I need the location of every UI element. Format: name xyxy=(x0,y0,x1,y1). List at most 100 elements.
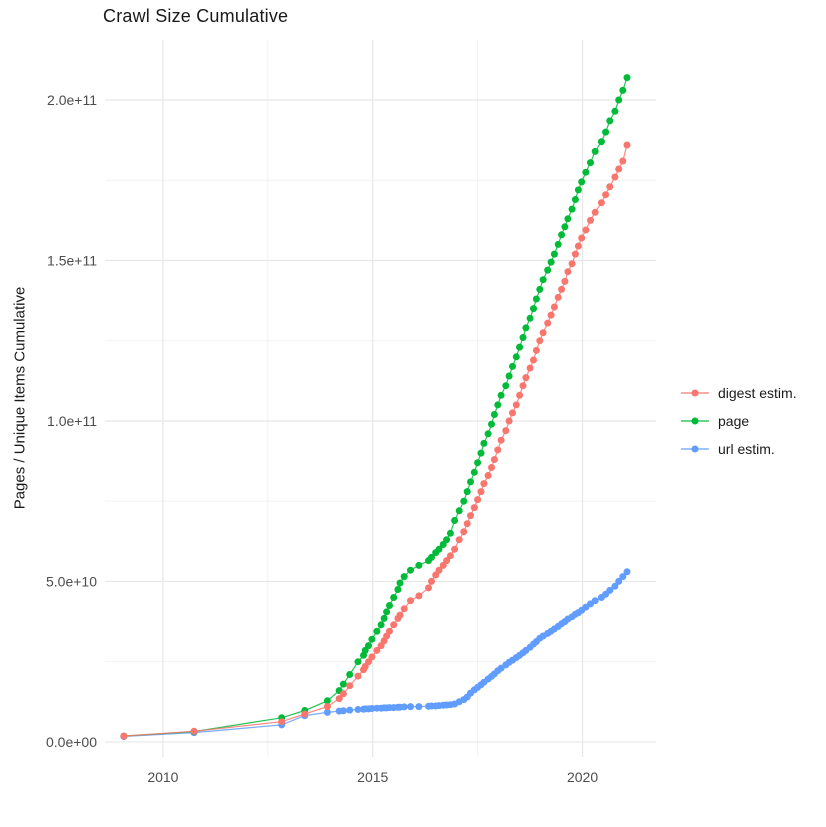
data-point xyxy=(597,138,605,146)
legend-label-digest: digest estim. xyxy=(718,385,797,401)
data-point xyxy=(386,627,393,635)
data-point xyxy=(323,708,331,716)
data-point xyxy=(519,382,527,390)
data-point xyxy=(505,417,513,425)
data-point xyxy=(606,586,614,594)
data-point xyxy=(539,329,547,337)
data-point xyxy=(619,86,627,94)
data-point xyxy=(591,147,599,155)
data-point xyxy=(554,240,562,248)
data-point xyxy=(497,436,505,444)
data-point xyxy=(394,586,402,593)
data-point xyxy=(561,277,569,285)
data-point xyxy=(561,223,569,231)
data-point xyxy=(396,611,404,619)
data-point xyxy=(335,695,343,703)
legend-label-url: url estim. xyxy=(718,441,775,457)
gridlines-minor xyxy=(105,40,656,757)
data-point xyxy=(368,705,376,712)
data-point xyxy=(602,128,610,136)
legend-key-url-icon xyxy=(680,442,710,456)
data-point xyxy=(488,420,495,428)
data-point xyxy=(373,646,381,654)
data-point xyxy=(602,191,610,199)
data-point xyxy=(386,602,393,609)
data-point xyxy=(611,582,619,590)
data-point xyxy=(619,573,627,581)
y-tick-label: 1.0e+11 xyxy=(47,413,97,429)
data-point xyxy=(425,584,432,592)
data-point xyxy=(383,608,391,616)
data-point xyxy=(490,411,498,418)
data-point xyxy=(339,690,347,698)
data-point xyxy=(484,430,492,438)
data-point xyxy=(301,710,309,718)
data-point xyxy=(558,285,566,293)
data-point xyxy=(574,242,582,250)
data-point xyxy=(400,703,408,711)
data-point xyxy=(428,577,435,585)
data-point xyxy=(446,529,454,537)
series-digest-estim- xyxy=(120,141,631,740)
data-point xyxy=(380,614,388,622)
data-point xyxy=(615,165,623,173)
data-point xyxy=(502,427,510,435)
legend-label-page: page xyxy=(718,413,750,429)
y-tick-label: 0.0e+00 xyxy=(46,734,97,750)
data-point xyxy=(339,707,347,715)
data-point xyxy=(373,627,381,635)
data-point xyxy=(536,285,544,293)
data-point xyxy=(446,552,454,560)
data-point xyxy=(460,528,468,536)
data-point xyxy=(619,157,627,165)
data-point xyxy=(477,488,485,496)
data-point xyxy=(568,205,576,213)
data-point xyxy=(591,208,599,216)
data-point xyxy=(377,621,385,629)
data-point xyxy=(530,356,537,364)
data-point xyxy=(547,311,555,319)
data-point xyxy=(467,478,474,486)
x-tick-label: 2020 xyxy=(567,769,598,785)
y-tick-label: 1.5e+11 xyxy=(47,252,97,268)
data-point xyxy=(505,372,513,380)
data-point xyxy=(451,545,459,553)
data-point xyxy=(346,682,354,690)
data-point xyxy=(368,653,376,661)
data-point xyxy=(400,573,408,581)
data-point xyxy=(564,215,572,223)
data-point xyxy=(463,488,471,496)
data-point xyxy=(615,96,623,104)
y-tick-label: 5.0e+10 xyxy=(46,573,97,589)
gridlines-major xyxy=(105,40,656,757)
data-point xyxy=(532,295,540,303)
data-point xyxy=(488,464,495,471)
data-point xyxy=(455,507,463,515)
data-point xyxy=(512,353,520,361)
data-point xyxy=(470,504,478,512)
data-point xyxy=(544,266,552,274)
data-point xyxy=(396,579,404,587)
data-point xyxy=(587,216,594,224)
data-point xyxy=(435,566,443,574)
data-point xyxy=(623,74,631,82)
data-point xyxy=(571,196,579,203)
x-tick-label: 2010 xyxy=(147,769,178,785)
data-point xyxy=(407,566,414,574)
data-point xyxy=(591,597,599,605)
data-point xyxy=(443,536,451,544)
data-point xyxy=(623,568,631,576)
data-point xyxy=(451,517,459,524)
data-point xyxy=(278,718,286,726)
data-point xyxy=(443,557,451,565)
data-point xyxy=(346,706,354,714)
data-point xyxy=(463,520,471,528)
data-point xyxy=(554,293,562,301)
data-point xyxy=(509,362,516,370)
data-point xyxy=(532,346,540,354)
data-point xyxy=(470,468,478,476)
data-point xyxy=(400,605,408,613)
series-line xyxy=(123,571,628,738)
data-point xyxy=(346,671,354,678)
